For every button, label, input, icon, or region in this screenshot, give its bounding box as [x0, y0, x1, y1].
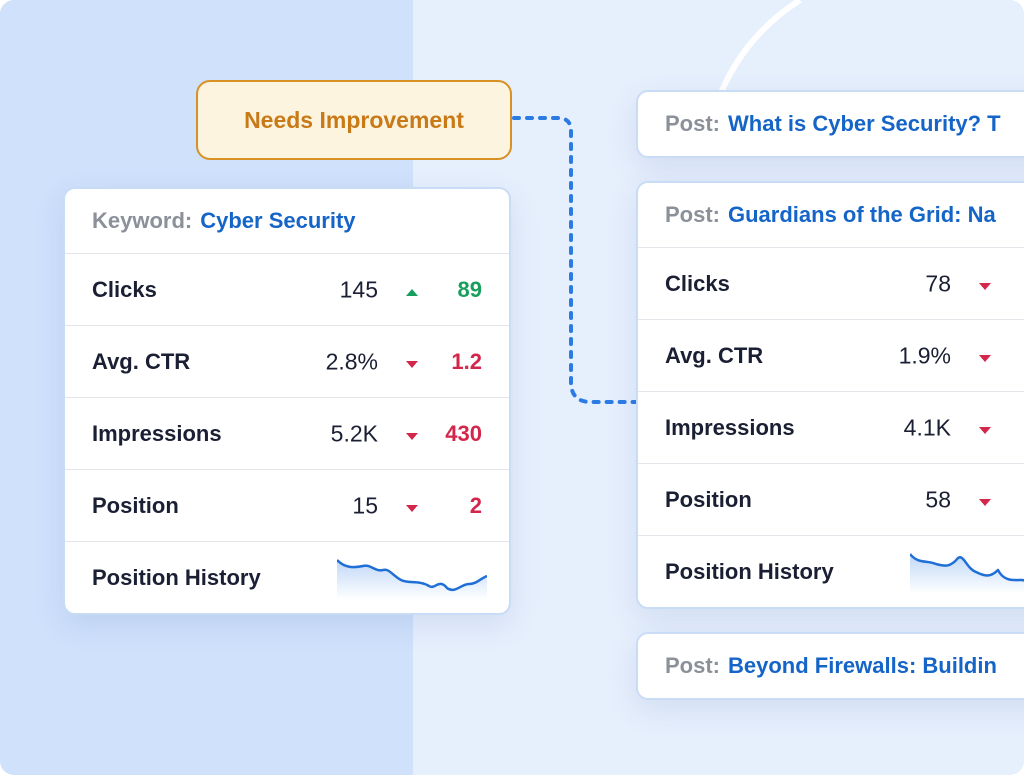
header-label: Post:	[665, 111, 720, 136]
sparkline-box	[65, 542, 509, 613]
trend	[979, 487, 991, 513]
card: Post: What is Cyber Security? T	[636, 90, 1024, 158]
header-label: Keyword:	[92, 208, 193, 233]
trend-arrow	[979, 498, 991, 506]
trend	[406, 277, 418, 303]
metric-change: 1.2	[451, 348, 482, 374]
trend-arrow	[406, 504, 418, 512]
metric-value: 5.2K	[330, 420, 378, 446]
sparkline	[337, 559, 487, 600]
metric-label: Avg. CTR	[665, 342, 764, 368]
sparkline-box	[638, 536, 1024, 607]
metric-value: 145	[339, 276, 378, 302]
header-value: Cyber Security	[200, 208, 356, 233]
connector	[512, 116, 638, 404]
metric-value: 78	[925, 270, 951, 296]
trend-arrow	[979, 354, 991, 362]
card-header: Keyword: Cyber Security	[65, 189, 509, 253]
header-value: Guardians of the Grid: Na	[728, 202, 996, 227]
metric-label: Clicks	[92, 276, 157, 302]
metric-row: Impressions 5.2K 430	[65, 397, 509, 469]
trend	[979, 415, 991, 441]
header-value: What is Cyber Security? T	[728, 111, 1001, 136]
trend	[979, 343, 991, 369]
metric-row: Position 58	[638, 463, 1024, 535]
history-label: Position History	[92, 564, 261, 590]
metric-row: Position 15 2	[65, 469, 509, 541]
trend	[406, 349, 418, 375]
trend-arrow	[406, 432, 418, 440]
card-header: Post: Guardians of the Grid: Na	[638, 183, 1024, 247]
header-label: Post:	[665, 653, 720, 678]
metric-label: Impressions	[92, 420, 222, 446]
metric-value: 2.8%	[325, 348, 378, 374]
metric-value: 15	[352, 492, 378, 518]
trend-arrow	[406, 360, 418, 368]
metric-change: 89	[457, 276, 482, 302]
trend	[406, 493, 418, 519]
metric-label: Impressions	[665, 414, 795, 440]
card: Post: Beyond Firewalls: Buildin	[636, 632, 1024, 700]
trend-arrow	[406, 288, 418, 296]
header-label: Post:	[665, 202, 720, 227]
metric-row: Avg. CTR 1.9%	[638, 319, 1024, 391]
trend	[979, 271, 991, 297]
history-row: Position History	[65, 541, 509, 613]
arc	[717, 0, 802, 97]
metric-value: 1.9%	[898, 342, 951, 368]
metric-change: 430	[445, 420, 482, 446]
metric-row: Clicks 145 89	[65, 253, 509, 325]
metric-label: Position	[665, 486, 752, 512]
history-label: Position History	[665, 558, 834, 584]
card: Post: Guardians of the Grid: Na Clicks 78 Av…	[636, 181, 1024, 609]
trend-arrow	[979, 426, 991, 434]
header-value: Beyond Firewalls: Buildin	[728, 653, 997, 678]
metric-row: Avg. CTR 2.8% 1.2	[65, 325, 509, 397]
metric-label: Avg. CTR	[92, 348, 191, 374]
metric-label: Position	[92, 492, 179, 518]
metric-row: Clicks 78	[638, 247, 1024, 319]
trend	[406, 421, 418, 447]
metric-value: 4.1K	[903, 414, 951, 440]
history-row: Position History	[638, 535, 1024, 607]
status-badge: Needs Improvement	[196, 80, 512, 160]
metric-value: 58	[925, 486, 951, 512]
card-header: Post: Beyond Firewalls: Buildin	[638, 634, 1024, 698]
sparkline	[910, 553, 1024, 594]
metric-change: 2	[469, 492, 482, 518]
metric-label: Clicks	[665, 270, 730, 296]
card: Keyword: Cyber Security Clicks 145 89 Avg. CT…	[63, 187, 511, 615]
card-header: Post: What is Cyber Security? T	[638, 92, 1024, 156]
trend-arrow	[979, 282, 991, 290]
